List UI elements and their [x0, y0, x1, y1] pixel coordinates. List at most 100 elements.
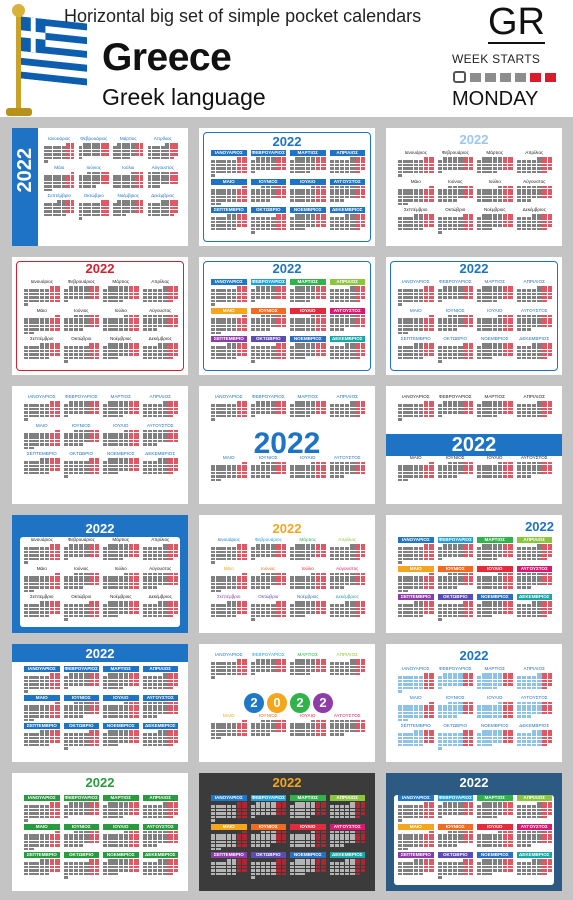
- day-cell: [429, 324, 434, 328]
- month-name: ΔΕΚΕΜΒΡΙΟΣ: [329, 207, 365, 214]
- day-cell: [61, 206, 66, 210]
- day-cell: [463, 353, 468, 356]
- day-cell: [126, 146, 131, 149]
- day-cell: [310, 353, 316, 356]
- day-cell: [398, 286, 402, 289]
- day-cell: [128, 461, 134, 465]
- day-cell: [84, 436, 89, 439]
- day-cell: [121, 178, 126, 181]
- day-cell: [250, 296, 255, 299]
- day-cell: [123, 407, 129, 411]
- day-cell: [128, 286, 134, 289]
- day-cell: [453, 404, 458, 407]
- day-cell: [321, 607, 326, 611]
- day-cell: [321, 586, 326, 589]
- day-cell: [487, 299, 492, 303]
- day-cell: [84, 429, 89, 433]
- month-block: Φεβρουάριος: [63, 537, 99, 564]
- day-cell: [128, 292, 134, 296]
- day-cell: [52, 206, 57, 210]
- day-cell: [163, 343, 168, 346]
- day-cell: [453, 411, 458, 414]
- day-cell: [271, 547, 276, 550]
- day-cell: [423, 292, 429, 296]
- month-name: Ιανουάριος: [217, 537, 240, 542]
- day-cell: [305, 547, 310, 550]
- day-cell: [103, 299, 108, 303]
- day-cell: [211, 186, 215, 189]
- day-cell: [84, 292, 89, 296]
- day-cell: [103, 464, 108, 468]
- day-cell: [173, 601, 178, 604]
- day-cell: [458, 220, 463, 224]
- day-cell: [44, 200, 48, 203]
- day-cell: [117, 185, 122, 188]
- day-cell: [502, 407, 508, 411]
- day-cell: [339, 407, 345, 411]
- day-cell: [438, 343, 442, 346]
- day-cell: [276, 614, 281, 618]
- day-cell: [321, 547, 326, 550]
- day-cell: [492, 544, 497, 547]
- day-cell: [232, 462, 236, 465]
- day-cell: [79, 550, 84, 554]
- day-cell: [305, 471, 310, 475]
- day-cell: [134, 575, 139, 579]
- day-cell: [508, 160, 513, 163]
- day-cell: [477, 199, 482, 202]
- month-name: ΟΚΤΩΒΡΙΟ: [69, 451, 94, 457]
- day-cell: [502, 464, 508, 468]
- day-cell: [34, 430, 38, 433]
- month-block: Φεβρουάριος: [250, 537, 286, 564]
- day-cell: [44, 206, 48, 210]
- month-block: Σεπτέμβριο: [211, 594, 247, 621]
- day-cell: [152, 550, 158, 554]
- day-cell: [271, 411, 276, 414]
- month-block: Ιούνιος: [63, 566, 99, 593]
- day-cell: [113, 149, 117, 153]
- day-cell: [453, 471, 458, 475]
- day-cell: [63, 328, 68, 331]
- day-cell: [79, 343, 83, 346]
- day-cell: [94, 554, 99, 557]
- day-cell: [226, 163, 231, 167]
- day-cell: [266, 607, 271, 611]
- day-cell: [221, 604, 226, 608]
- month-name: Φεβρουάριος: [67, 279, 95, 284]
- day-cell: [55, 436, 60, 439]
- month-days: [398, 314, 434, 335]
- day-cell: [360, 411, 365, 414]
- day-cell: [418, 328, 424, 331]
- day-cell: [163, 554, 168, 557]
- day-cell: [134, 579, 139, 582]
- month-block: ΣΕΠΤΕΜΒΡΙΟ: [211, 336, 247, 363]
- day-cell: [447, 160, 453, 163]
- day-cell: [537, 227, 542, 231]
- month-block: Ιούλιο: [477, 179, 513, 206]
- day-cell: [321, 195, 326, 199]
- day-cell: [398, 202, 403, 206]
- day-cell: [260, 188, 266, 192]
- day-cell: [121, 203, 126, 207]
- day-cell: [310, 188, 316, 192]
- day-cell: [537, 170, 542, 174]
- day-cell: [242, 192, 247, 195]
- day-cell: [34, 557, 39, 561]
- month-days: [63, 572, 99, 589]
- day-cell: [408, 468, 413, 471]
- day-cell: [89, 411, 94, 414]
- day-cell: [29, 586, 34, 589]
- day-cell: [429, 346, 434, 350]
- day-cell: [156, 156, 161, 160]
- day-cell: [266, 461, 271, 465]
- day-cell: [408, 356, 413, 360]
- day-cell: [63, 432, 68, 436]
- day-cell: [532, 349, 537, 353]
- day-cell: [276, 404, 281, 407]
- day-cell: [130, 210, 135, 213]
- day-cell: [94, 324, 99, 328]
- day-cell: [418, 468, 424, 471]
- day-cell: [418, 296, 424, 299]
- day-cell: [276, 579, 281, 582]
- day-cell: [256, 343, 260, 346]
